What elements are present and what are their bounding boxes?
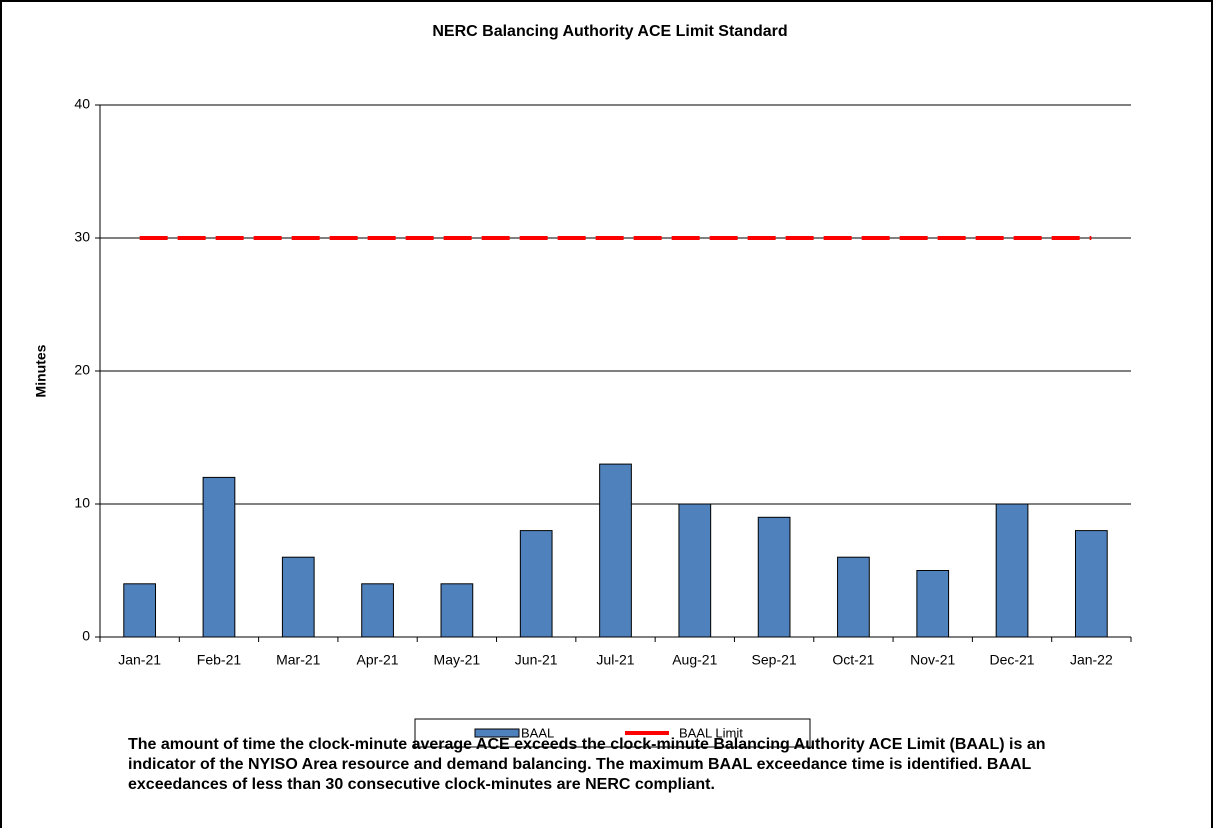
- footnote: The amount of time the clock-minute aver…: [128, 736, 1046, 793]
- bar: [599, 463, 632, 638]
- x-tick-label: Sep-21: [752, 652, 797, 668]
- bar: [837, 556, 870, 638]
- bar: [281, 556, 315, 638]
- bar: [202, 476, 236, 638]
- y-axis-label: Minutes: [33, 344, 49, 397]
- x-tick-label: Jul-21: [596, 652, 634, 668]
- x-tick-label: Jan-22: [1070, 652, 1113, 668]
- x-tick-label: Jun-21: [515, 652, 558, 668]
- x-tick-label: Mar-21: [276, 652, 321, 668]
- bar: [519, 530, 553, 638]
- x-tick-label: Aug-21: [672, 652, 717, 668]
- y-tick-label: 20: [74, 362, 90, 378]
- y-tick-label: 10: [74, 495, 90, 511]
- legend-label: BAAL Limit: [679, 725, 743, 740]
- x-tick-label: Apr-21: [357, 652, 399, 668]
- legend-label: BAAL: [521, 725, 554, 740]
- x-tick-label: Oct-21: [832, 652, 874, 668]
- x-tick-label: Jan-21: [118, 652, 161, 668]
- bar: [1074, 530, 1108, 638]
- bar: [757, 516, 791, 638]
- x-tick-label: May-21: [434, 652, 481, 668]
- y-tick-label: 0: [82, 628, 90, 644]
- bar: [123, 583, 157, 638]
- y-tick-label: 40: [74, 96, 90, 112]
- bar: [995, 503, 1029, 638]
- bar: [678, 503, 712, 638]
- bar: [361, 583, 394, 638]
- chart-title: NERC Balancing Authority ACE Limit Stand…: [432, 23, 787, 40]
- y-tick-label: 30: [74, 229, 90, 245]
- legend-swatch: [474, 728, 520, 738]
- bar: [440, 583, 474, 638]
- bar: [916, 570, 950, 638]
- x-tick-label: Nov-21: [910, 652, 955, 668]
- x-tick-label: Feb-21: [197, 652, 242, 668]
- x-tick-label: Dec-21: [989, 652, 1034, 668]
